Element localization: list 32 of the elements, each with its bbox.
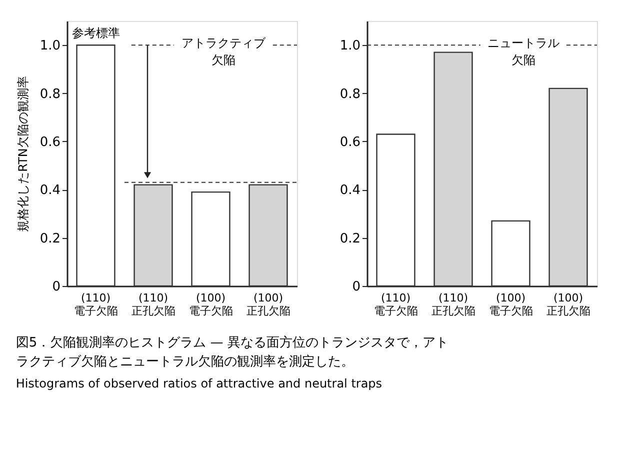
x-tick-label: (100) 電子欠陥 (488, 292, 533, 318)
y-tick-label: 0.8 (340, 86, 360, 102)
y-tick-label: 0.6 (40, 134, 60, 150)
bar (434, 52, 473, 287)
bar (491, 220, 530, 287)
y-tick-label: 0.8 (40, 86, 60, 102)
x-tick-label: (100) 電子欠陥 (188, 292, 233, 318)
y-tick-label: 0.4 (40, 183, 60, 198)
y-tick-label: 1.0 (40, 38, 60, 54)
x-tick-label: (100) 正孔欠陥 (246, 292, 290, 318)
y-tick-label: 0.4 (340, 183, 360, 198)
y-tick-label: 0 (52, 280, 60, 294)
x-tick-label: (110) 電子欠陥 (74, 292, 118, 318)
x-tick-label: (110) 電子欠陥 (374, 292, 418, 318)
x-tick-label: (100) 正孔欠陥 (546, 292, 590, 318)
y-tick-label: 0.2 (340, 231, 360, 246)
bar (376, 134, 416, 287)
y-tick-label: 0.6 (340, 134, 360, 150)
text: Histograms of observed ratios of attractive and neutral traps (16, 376, 382, 390)
x-tick-label: (110) 正孔欠陥 (131, 292, 176, 318)
caption: 図5．欠陥観測率のヒストグラム — 異なる面方位のトランジスタで，アトラクティブ欠陥とニュートラル欠陥の観測率を測定した。 (16, 334, 448, 370)
ref-line-label: アトラクティブ欠陥 (181, 36, 266, 68)
x-tick-label: (110) 正孔欠陥 (431, 292, 476, 318)
annotation: 参考標準 (72, 26, 120, 40)
y-tick-label: 1.0 (340, 38, 360, 54)
bar (76, 44, 116, 287)
ref-line-label: ニュートラル欠陥 (487, 36, 560, 68)
bar (191, 191, 230, 287)
y-tick-label: 0 (352, 280, 360, 294)
bar (548, 88, 588, 287)
y-axis-title: 規格化したRTN欠陥の観測率 (16, 76, 30, 232)
y-tick-label: 0.2 (40, 231, 60, 246)
